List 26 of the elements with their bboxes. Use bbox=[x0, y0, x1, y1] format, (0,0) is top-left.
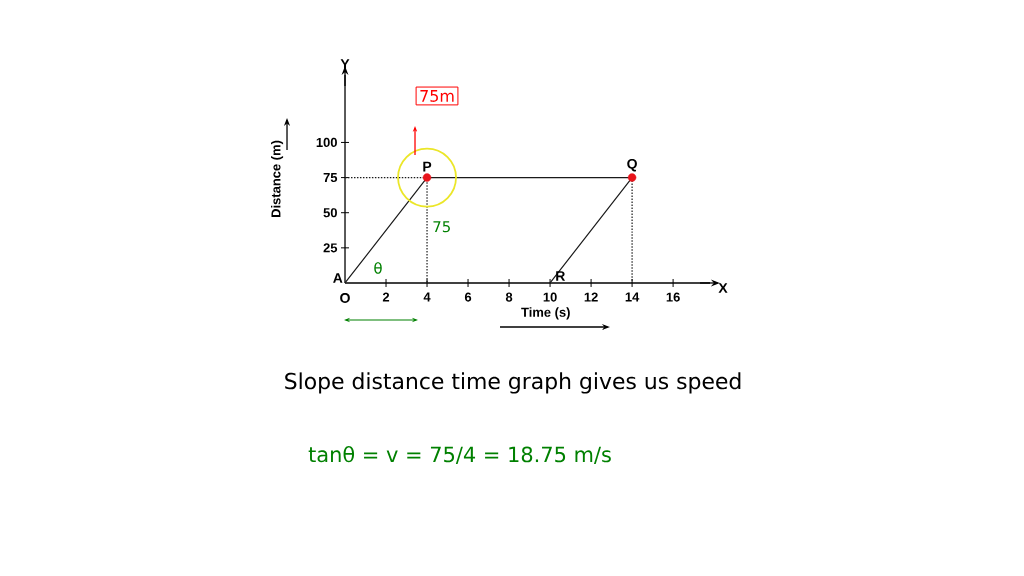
y-tick-label: 75 bbox=[323, 173, 338, 183]
text: tanθ = v = 75/4 = 18.75 m/s bbox=[308, 445, 611, 464]
x-tick-label: 6 bbox=[464, 292, 472, 302]
x-tick-label: 8 bbox=[505, 292, 513, 302]
text: Y bbox=[340, 59, 350, 69]
x-tick-label: 2 bbox=[382, 292, 390, 302]
annotation: R bbox=[556, 271, 566, 281]
x-axis-title: Time (s) bbox=[521, 307, 570, 320]
text: O bbox=[340, 293, 350, 303]
annotation: Q bbox=[627, 158, 637, 172]
annotation: P bbox=[423, 161, 432, 172]
text: Slope distance time graph gives us speed bbox=[285, 372, 741, 394]
x-tick-label: 12 bbox=[584, 292, 598, 302]
annotation: 75 bbox=[433, 221, 450, 233]
x-tick-label: 10 bbox=[543, 292, 557, 302]
annotation: 75m bbox=[420, 90, 454, 102]
x-tick-label: 14 bbox=[625, 292, 640, 302]
x-tick-label: 4 bbox=[423, 292, 431, 302]
annotation: A bbox=[333, 273, 343, 283]
x-tick-label: 16 bbox=[666, 292, 680, 302]
y-tick-label: 50 bbox=[323, 208, 337, 218]
y-axis-title: Distance (m) bbox=[271, 140, 284, 217]
y-tick-label: 25 bbox=[323, 243, 338, 253]
annotation: θ bbox=[374, 262, 382, 274]
y-tick-label: 100 bbox=[316, 137, 337, 148]
text: X bbox=[718, 283, 728, 293]
